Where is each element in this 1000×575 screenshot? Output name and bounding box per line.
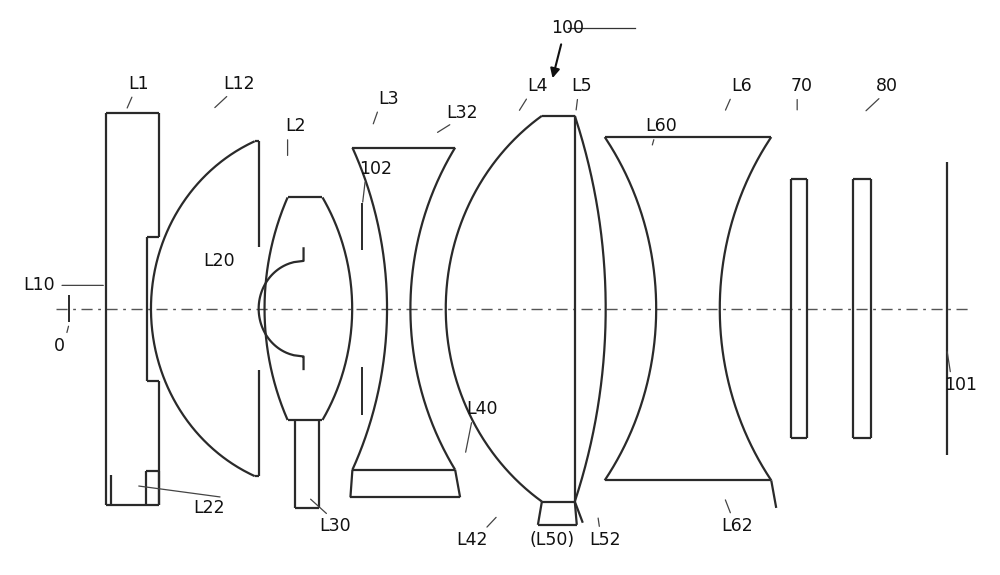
Text: L4: L4 [528,77,548,95]
Text: L20: L20 [203,252,235,270]
Text: (L50): (L50) [529,531,574,549]
Text: L32: L32 [446,104,478,122]
Text: L12: L12 [223,75,255,93]
Text: L42: L42 [456,531,488,549]
Text: 0: 0 [54,337,65,355]
Text: 100: 100 [551,19,584,37]
Text: L2: L2 [285,117,306,136]
Text: L22: L22 [193,499,225,517]
Text: L10: L10 [23,277,55,294]
Text: 101: 101 [944,376,977,394]
Text: L6: L6 [731,77,752,95]
Text: 80: 80 [876,77,898,95]
Text: L5: L5 [571,77,592,95]
Text: 70: 70 [790,77,812,95]
Text: L1: L1 [129,75,149,93]
Text: 102: 102 [359,160,392,178]
Text: L52: L52 [589,531,621,549]
Text: L3: L3 [378,90,399,108]
Text: L30: L30 [320,517,351,535]
Text: L62: L62 [721,517,753,535]
Text: L40: L40 [466,400,498,419]
Text: L60: L60 [646,117,677,136]
